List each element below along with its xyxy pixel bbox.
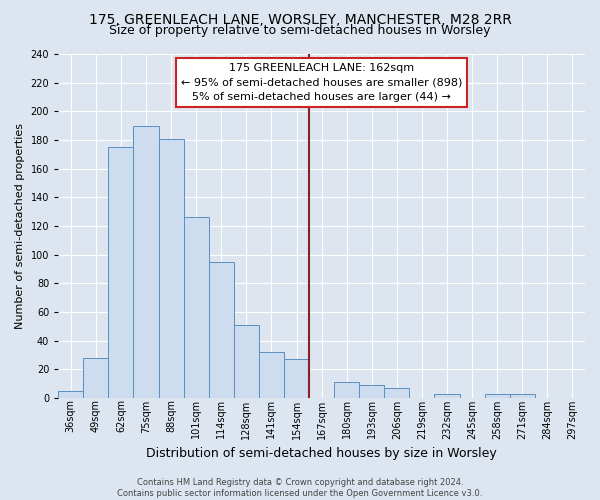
Text: Size of property relative to semi-detached houses in Worsley: Size of property relative to semi-detach… xyxy=(109,24,491,37)
Y-axis label: Number of semi-detached properties: Number of semi-detached properties xyxy=(15,123,25,329)
Bar xyxy=(109,147,133,398)
Bar xyxy=(234,325,259,398)
Bar xyxy=(334,382,359,398)
Bar xyxy=(434,394,460,398)
Text: Contains HM Land Registry data © Crown copyright and database right 2024.
Contai: Contains HM Land Registry data © Crown c… xyxy=(118,478,482,498)
Bar xyxy=(510,394,535,398)
Text: 175 GREENLEACH LANE: 162sqm
← 95% of semi-detached houses are smaller (898)
5% o: 175 GREENLEACH LANE: 162sqm ← 95% of sem… xyxy=(181,62,462,102)
Bar xyxy=(209,262,234,398)
Text: 175, GREENLEACH LANE, WORSLEY, MANCHESTER, M28 2RR: 175, GREENLEACH LANE, WORSLEY, MANCHESTE… xyxy=(89,12,511,26)
Bar xyxy=(359,385,385,398)
Bar xyxy=(184,218,209,398)
X-axis label: Distribution of semi-detached houses by size in Worsley: Distribution of semi-detached houses by … xyxy=(146,447,497,460)
Bar xyxy=(284,359,309,398)
Bar xyxy=(83,358,109,398)
Bar xyxy=(58,390,83,398)
Bar xyxy=(158,138,184,398)
Bar xyxy=(485,394,510,398)
Bar xyxy=(259,352,284,398)
Bar xyxy=(133,126,158,398)
Bar xyxy=(385,388,409,398)
